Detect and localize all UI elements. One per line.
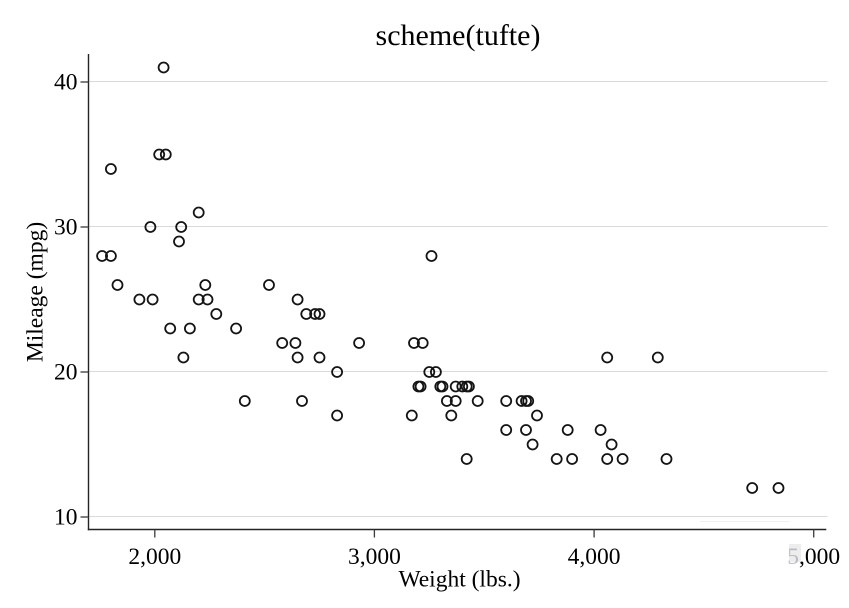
svg-text:5,000: 5,000 [787,544,840,570]
svg-text:3,000: 3,000 [348,544,401,570]
svg-text:40: 40 [54,70,78,96]
svg-text:Weight (lbs.): Weight (lbs.) [398,567,520,593]
svg-text:scheme(tufte): scheme(tufte) [376,19,541,52]
svg-text:20: 20 [54,360,78,386]
svg-text:30: 30 [54,215,78,241]
svg-text:2,000: 2,000 [128,544,181,570]
svg-text:10: 10 [54,505,78,531]
svg-text:Mileage (mpg): Mileage (mpg) [23,222,49,362]
svg-text:4,000: 4,000 [568,544,621,570]
